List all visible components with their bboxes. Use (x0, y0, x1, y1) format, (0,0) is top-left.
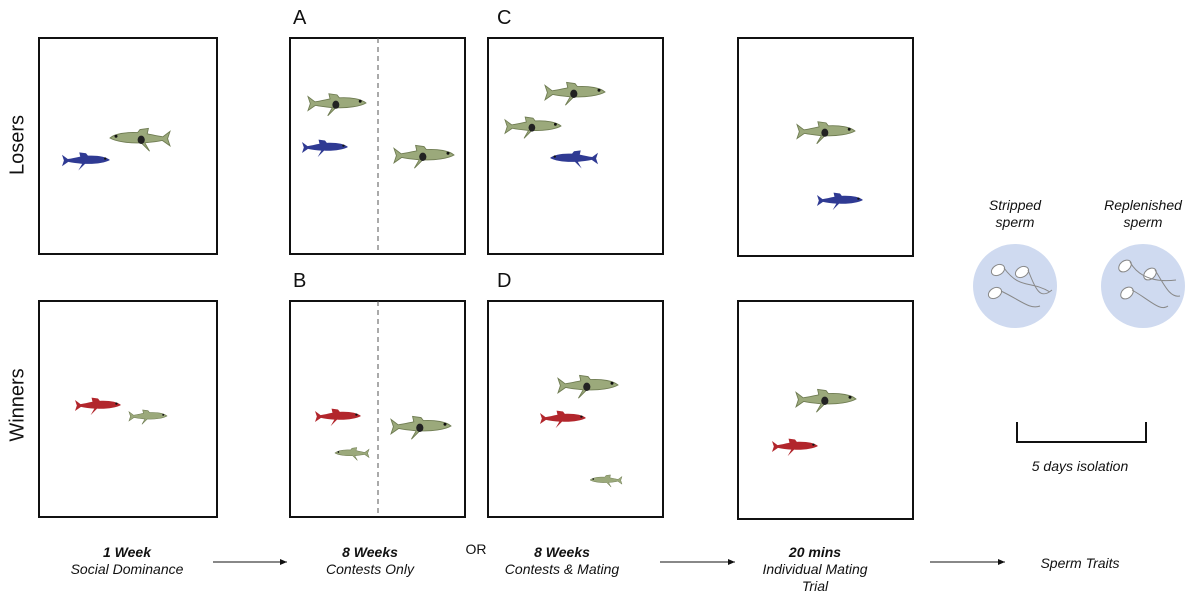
stage-title: 20 mins (788, 544, 842, 560)
outcome: Sperm Traits (1040, 555, 1120, 571)
fish-group (62, 81, 863, 488)
stage-title: 8 Weeks (534, 544, 590, 560)
dish (1101, 244, 1185, 328)
or-label: OR (465, 541, 487, 557)
sperm-dish (1101, 244, 1185, 328)
fish (796, 121, 856, 145)
isolation-label: 5 days isolation (1031, 458, 1129, 474)
tank (737, 300, 914, 520)
fish (504, 116, 562, 139)
stage-title: 1 Week (103, 544, 151, 560)
fish (75, 397, 121, 416)
tank (38, 300, 218, 518)
fish (550, 150, 598, 169)
fish (390, 415, 452, 440)
stage-subtitle: Contests & Mating (504, 561, 620, 577)
bracket (1016, 422, 1147, 443)
row-label: Winners (6, 368, 29, 442)
panel-letter: D (497, 270, 512, 292)
tank (737, 37, 914, 257)
fish (62, 152, 110, 171)
fish (128, 409, 168, 425)
fish (795, 388, 857, 413)
fish (334, 447, 370, 461)
fish (393, 144, 455, 169)
fish (109, 127, 171, 152)
sperm-label: Replenished sperm (1104, 197, 1182, 230)
fish (302, 139, 348, 158)
fish (544, 81, 606, 106)
stage-subtitle: Contests Only (326, 561, 414, 577)
panel-letter: B (293, 270, 307, 292)
fish (589, 474, 623, 488)
tank (38, 37, 218, 255)
tank (487, 300, 664, 518)
fish (307, 93, 367, 117)
fish (557, 374, 619, 399)
fish (540, 410, 586, 429)
sperm-dish (973, 244, 1057, 328)
fish (817, 192, 863, 211)
stage-subtitle: Individual Mating Trial (762, 561, 868, 594)
fish (315, 408, 361, 427)
panel-letter: A (293, 7, 307, 29)
fish (772, 438, 818, 457)
stage-subtitle: Social Dominance (70, 561, 184, 577)
tank (487, 37, 664, 255)
sperm-label: Stripped sperm (988, 197, 1042, 230)
row-label: Losers (6, 114, 29, 176)
dish (973, 244, 1057, 328)
panel-letter: C (497, 7, 512, 29)
stage-title: 8 Weeks (342, 544, 398, 560)
